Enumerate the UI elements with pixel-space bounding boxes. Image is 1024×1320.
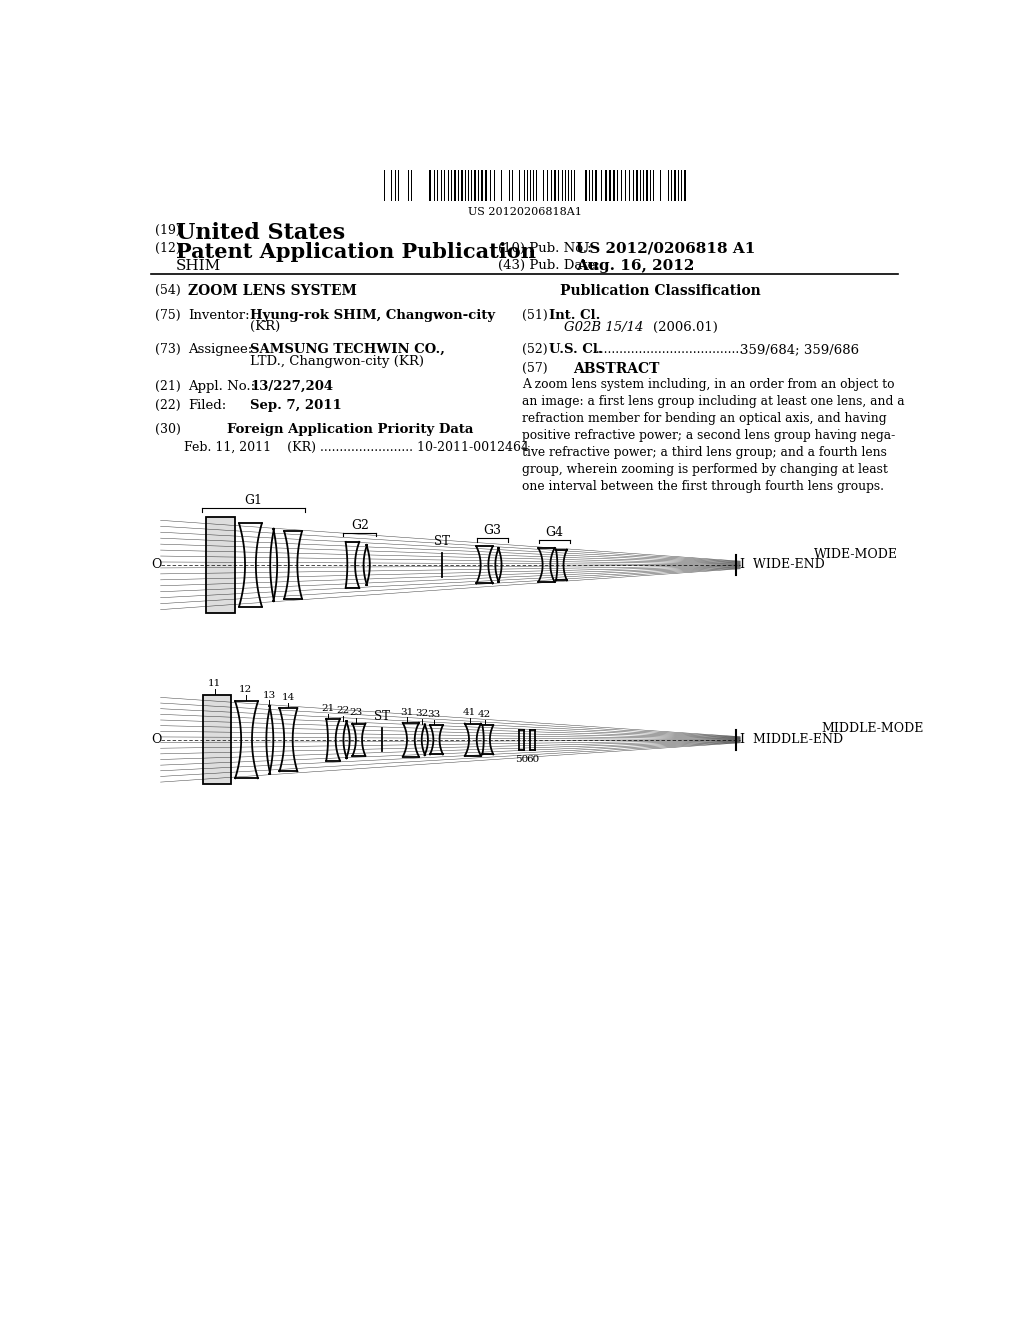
Bar [684, 170, 686, 201]
Text: 60: 60 [526, 755, 540, 764]
Text: U.S. Cl.: U.S. Cl. [549, 343, 602, 356]
Text: (30): (30) [155, 422, 181, 436]
Text: 50: 50 [515, 755, 528, 764]
Text: Assignee:: Assignee: [188, 343, 253, 356]
Text: ST: ST [374, 710, 390, 723]
Text: I  MIDDLE-END: I MIDDLE-END [740, 733, 844, 746]
Text: O: O [152, 558, 162, 572]
Bar [595, 170, 597, 201]
Bar [203, 696, 231, 784]
Bar [474, 170, 476, 201]
Text: (75): (75) [155, 309, 181, 322]
Text: Inventor:: Inventor: [188, 309, 250, 322]
Text: 42: 42 [478, 710, 492, 719]
Text: 33: 33 [427, 710, 440, 719]
Text: 12: 12 [240, 685, 253, 694]
Text: O: O [152, 733, 162, 746]
Text: 13/227,204: 13/227,204 [251, 380, 334, 393]
Text: G3: G3 [483, 524, 502, 537]
Text: G4: G4 [545, 525, 563, 539]
Text: 23: 23 [349, 709, 362, 718]
Text: Foreign Application Priority Data: Foreign Application Priority Data [227, 422, 473, 436]
Text: 21: 21 [322, 704, 335, 713]
Text: 31: 31 [400, 708, 414, 717]
Text: LTD., Changwon-city (KR): LTD., Changwon-city (KR) [251, 355, 425, 368]
Bar [605, 170, 607, 201]
Bar [646, 170, 648, 201]
Bar [481, 170, 483, 201]
Text: (KR): (KR) [251, 321, 281, 333]
Text: Int. Cl.: Int. Cl. [549, 309, 600, 322]
Text: Aug. 16, 2012: Aug. 16, 2012 [575, 259, 694, 272]
Bar [461, 170, 463, 201]
Text: (54): (54) [155, 284, 181, 297]
Text: (43) Pub. Date:: (43) Pub. Date: [499, 259, 600, 272]
Bar [621, 170, 623, 201]
Text: 41: 41 [463, 709, 476, 718]
Text: (73): (73) [155, 343, 181, 356]
Bar [509, 170, 510, 201]
Text: Patent Application Publication: Patent Application Publication [176, 242, 536, 261]
Bar [629, 170, 630, 201]
Bar [675, 170, 676, 201]
Text: 32: 32 [415, 709, 428, 718]
Text: Filed:: Filed: [188, 400, 226, 412]
Text: 14: 14 [282, 693, 295, 702]
Bar [394, 170, 396, 201]
Text: Appl. No.:: Appl. No.: [188, 380, 256, 393]
Text: G02B 15/14: G02B 15/14 [564, 321, 644, 334]
Text: ABSTRACT: ABSTRACT [573, 363, 659, 376]
Text: United States: United States [176, 222, 345, 244]
Text: .......................................: ....................................... [593, 343, 744, 356]
Text: Feb. 11, 2011    (KR) ........................ 10-2011-0012464: Feb. 11, 2011 (KR) .....................… [183, 441, 528, 454]
Text: ST: ST [434, 535, 450, 548]
Text: G1: G1 [244, 494, 262, 507]
Text: 22: 22 [336, 706, 349, 715]
Text: 359/684; 359/686: 359/684; 359/686 [740, 343, 859, 356]
Text: US 20120206818A1: US 20120206818A1 [468, 207, 582, 216]
Bar [554, 170, 556, 201]
Text: ZOOM LENS SYSTEM: ZOOM LENS SYSTEM [188, 284, 357, 298]
Text: MIDDLE-MODE: MIDDLE-MODE [821, 722, 924, 735]
Text: (10) Pub. No.:: (10) Pub. No.: [499, 242, 592, 255]
Bar [609, 170, 611, 201]
Text: Sep. 7, 2011: Sep. 7, 2011 [251, 400, 342, 412]
Text: SHIM: SHIM [176, 259, 221, 272]
Bar [485, 170, 486, 201]
Text: (12): (12) [155, 242, 181, 255]
Text: (57): (57) [521, 363, 547, 375]
Bar [206, 517, 234, 612]
Bar [455, 170, 456, 201]
Text: G2: G2 [351, 519, 369, 532]
Text: A zoom lens system including, in an order from an object to
an image: a first le: A zoom lens system including, in an orde… [521, 378, 904, 492]
Text: Hyung-rok SHIM, Changwon-city: Hyung-rok SHIM, Changwon-city [251, 309, 496, 322]
Text: I  WIDE-END: I WIDE-END [740, 558, 825, 572]
Bar [489, 170, 492, 201]
Text: 11: 11 [208, 680, 221, 688]
Bar [636, 170, 638, 201]
Text: (19): (19) [155, 224, 181, 236]
Text: 13: 13 [262, 690, 275, 700]
Text: WIDE-MODE: WIDE-MODE [814, 548, 898, 561]
Text: (52): (52) [521, 343, 547, 356]
Text: (21): (21) [155, 380, 181, 393]
Text: Publication Classification: Publication Classification [560, 284, 761, 298]
Text: US 2012/0206818 A1: US 2012/0206818 A1 [575, 242, 756, 256]
Bar [429, 170, 431, 201]
Bar [586, 170, 587, 201]
Text: (22): (22) [155, 400, 181, 412]
Text: SAMSUNG TECHWIN CO.,: SAMSUNG TECHWIN CO., [251, 343, 445, 356]
Text: (51): (51) [521, 309, 548, 322]
Bar [613, 170, 614, 201]
Text: (2006.01): (2006.01) [653, 321, 718, 334]
